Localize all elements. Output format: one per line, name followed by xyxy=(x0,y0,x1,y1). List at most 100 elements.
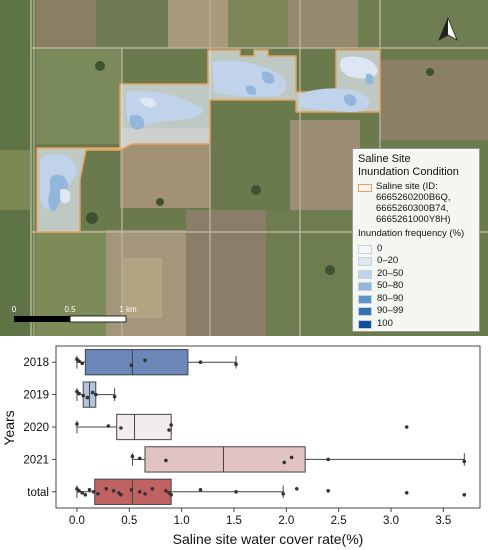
x-axis-ticks: 0.0 0.5 1.0 1.5 2.0 2.5 3.0 3.5 xyxy=(69,508,451,527)
box-iqr xyxy=(94,478,172,505)
frequency-class-row: 100 xyxy=(358,318,474,331)
data-point xyxy=(462,493,467,497)
data-point xyxy=(164,489,168,493)
saline-site-polygons xyxy=(36,49,381,233)
data-point xyxy=(169,493,173,497)
box-2021 xyxy=(131,446,465,473)
data-point xyxy=(143,492,147,496)
data-point xyxy=(282,460,287,465)
scale-label-1km: 1 km xyxy=(119,305,137,314)
data-point xyxy=(91,490,96,494)
x-tick-label: 0.0 xyxy=(69,515,85,527)
box-iqr xyxy=(84,349,189,376)
farmstead-trees xyxy=(86,61,434,275)
frequency-swatch xyxy=(358,319,372,329)
north-arrow-icon xyxy=(438,16,458,41)
data-point xyxy=(87,488,92,492)
data-point xyxy=(150,487,155,491)
data-point xyxy=(281,492,285,496)
frequency-label: 80–90 xyxy=(377,292,404,304)
data-point xyxy=(137,490,142,494)
y-axis-ticks: 2018 2019 2020 2021 total xyxy=(23,357,56,499)
y-tick-label: 2019 xyxy=(23,390,49,402)
box-total xyxy=(76,478,284,505)
data-point xyxy=(137,456,142,461)
frequency-title: Inundation frequency (%) xyxy=(358,228,465,240)
data-point xyxy=(93,392,98,397)
map-legend: Saline Site Inundation Condition Saline … xyxy=(352,148,480,332)
frequency-class-row: 20–50 xyxy=(358,268,474,281)
x-tick-label: 2.0 xyxy=(278,515,294,527)
frequency-class-row: 0 xyxy=(358,243,474,256)
x-tick-label: 1.0 xyxy=(174,515,190,527)
scale-label-0: 0 xyxy=(12,305,17,314)
data-point xyxy=(80,491,84,495)
boxes-layer xyxy=(76,349,465,505)
y-axis-label: Years xyxy=(1,410,17,445)
data-point xyxy=(234,490,238,494)
saline-site-swatch xyxy=(358,184,372,193)
y-tick-label: 2018 xyxy=(23,357,49,369)
box-2019 xyxy=(76,381,116,408)
data-point xyxy=(80,361,84,365)
data-point xyxy=(129,488,134,492)
scale-bar: 0 0.5 1 km xyxy=(12,305,137,323)
data-point xyxy=(119,426,123,430)
data-point xyxy=(294,487,299,491)
data-point xyxy=(164,458,168,463)
data-point xyxy=(85,395,90,400)
data-point xyxy=(112,394,117,399)
x-axis-label: Saline site water cover rate(%) xyxy=(173,531,364,547)
y-tick-label: 2020 xyxy=(23,422,49,434)
frequency-label: 50–80 xyxy=(377,280,404,292)
legend-site-row: Saline site (ID: 6665260200B6Q, 66652603… xyxy=(358,181,474,226)
frequency-swatch xyxy=(358,257,372,267)
data-point xyxy=(77,391,81,396)
data-point xyxy=(143,358,147,362)
x-tick-label: 3.5 xyxy=(435,515,451,527)
scale-label-0-5: 0.5 xyxy=(64,305,76,314)
data-point xyxy=(75,422,79,426)
frequency-swatch xyxy=(358,244,372,254)
frequency-label: 90–99 xyxy=(377,305,404,317)
data-point xyxy=(96,492,100,496)
frequency-label: 20–50 xyxy=(377,267,404,279)
inundation-patches xyxy=(40,56,378,211)
data-point xyxy=(104,487,109,491)
saline-site-label: Saline site (ID: 6665260200B6Q, 66652603… xyxy=(376,181,451,226)
box-2020 xyxy=(76,413,172,441)
farm-fields xyxy=(0,0,488,336)
frequency-class-row: 90–99 xyxy=(358,305,474,318)
saline-site-polygon xyxy=(36,49,381,233)
x-tick-label: 1.5 xyxy=(226,515,242,527)
data-point xyxy=(130,454,135,459)
frequency-class-row: 0–20 xyxy=(358,255,474,268)
data-point xyxy=(83,493,88,497)
data-point xyxy=(234,362,238,366)
x-tick-label: 0.5 xyxy=(121,515,137,527)
points-layer xyxy=(75,357,467,497)
y-tick-label: 2021 xyxy=(23,454,49,466)
frequency-swatch xyxy=(358,294,372,304)
frequency-label: 100 xyxy=(377,317,393,329)
data-point xyxy=(326,489,330,493)
data-point xyxy=(198,488,203,492)
box-iqr xyxy=(144,446,306,473)
frequency-label: 0–20 xyxy=(377,255,399,267)
frequency-classes: 0 0–20 20–50 50–80 80–90 90–99 100 xyxy=(358,243,474,331)
data-point xyxy=(169,423,173,427)
frequency-class-row: 80–90 xyxy=(358,293,474,306)
data-point xyxy=(289,455,294,460)
frequency-swatch xyxy=(358,282,372,292)
data-point xyxy=(119,493,123,497)
y-tick-label: total xyxy=(27,487,49,499)
data-point xyxy=(167,428,171,432)
frequency-label: 0 xyxy=(377,242,383,254)
boxplot-chart: 0.0 0.5 1.0 1.5 2.0 2.5 3.0 3.5 2018 2019 2020 202… xyxy=(1,345,481,547)
data-point xyxy=(129,363,134,367)
data-point xyxy=(111,489,116,493)
data-point xyxy=(90,390,95,395)
x-tick-label: 2.5 xyxy=(331,515,347,527)
frequency-class-row: 50–80 xyxy=(358,280,474,293)
frequency-swatch xyxy=(358,269,372,279)
